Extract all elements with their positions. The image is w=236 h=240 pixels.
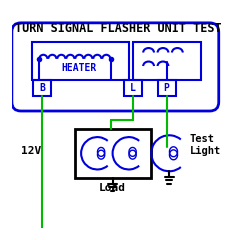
Bar <box>34 79 51 96</box>
Text: 12V: 12V <box>21 146 41 156</box>
Bar <box>124 79 142 96</box>
Text: HEATER: HEATER <box>62 63 97 73</box>
Text: P: P <box>164 83 169 93</box>
Bar <box>158 79 176 96</box>
Bar <box>32 42 129 79</box>
Text: Test
Light: Test Light <box>190 134 221 156</box>
Text: TURN SIGNAL FLASHER UNIT TEST: TURN SIGNAL FLASHER UNIT TEST <box>15 22 221 35</box>
Bar <box>75 129 151 179</box>
Text: Load: Load <box>99 183 126 193</box>
Bar <box>133 42 201 79</box>
Text: L: L <box>130 83 136 93</box>
Text: B: B <box>39 83 45 93</box>
